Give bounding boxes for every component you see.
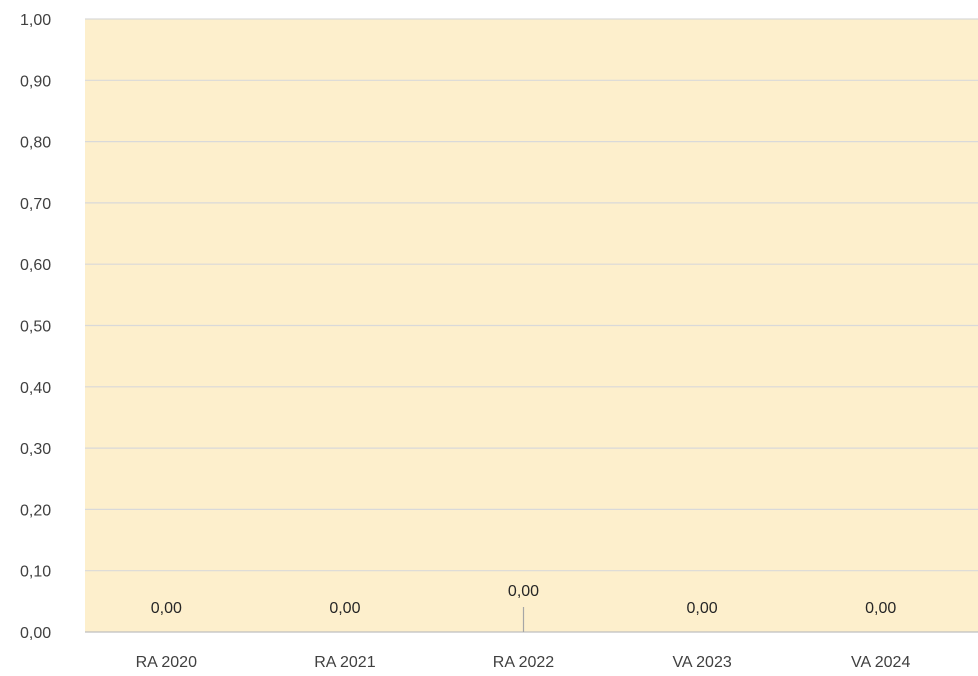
y-tick-label: 0,50 [20, 319, 51, 336]
y-tick-label: 0,40 [20, 380, 51, 397]
x-category-label: VA 2023 [672, 654, 731, 671]
y-tick-label: 0,30 [20, 441, 51, 458]
gridlines [85, 18, 978, 633]
x-axis-category-labels: RA 2020 RA 2021 RA 2022 VA 2023 VA 2024 [136, 654, 911, 671]
x-category-label: RA 2022 [493, 654, 554, 671]
data-label: 0,00 [329, 600, 360, 617]
y-tick-label: 0,00 [20, 625, 51, 642]
y-tick-label: 0,20 [20, 502, 51, 519]
y-tick-label: 0,70 [20, 196, 51, 213]
data-label: 0,00 [151, 600, 182, 617]
data-label: 0,00 [508, 583, 539, 600]
y-tick-label: 0,10 [20, 564, 51, 581]
data-label: 0,00 [865, 600, 896, 617]
data-label: 0,00 [687, 600, 718, 617]
y-axis-tick-labels: 0,00 0,10 0,20 0,30 0,40 0,50 0,60 0,70 0,80 0,90… [20, 12, 51, 642]
x-category-label: VA 2024 [851, 654, 910, 671]
y-tick-label: 1,00 [20, 12, 51, 29]
y-tick-label: 0,80 [20, 135, 51, 152]
y-tick-label: 0,90 [20, 73, 51, 90]
data-labels: 0,00 0,00 0,00 0,00 0,00 [151, 583, 896, 632]
x-category-label: RA 2020 [136, 654, 197, 671]
x-category-label: RA 2021 [314, 654, 375, 671]
y-tick-label: 0,60 [20, 257, 51, 274]
